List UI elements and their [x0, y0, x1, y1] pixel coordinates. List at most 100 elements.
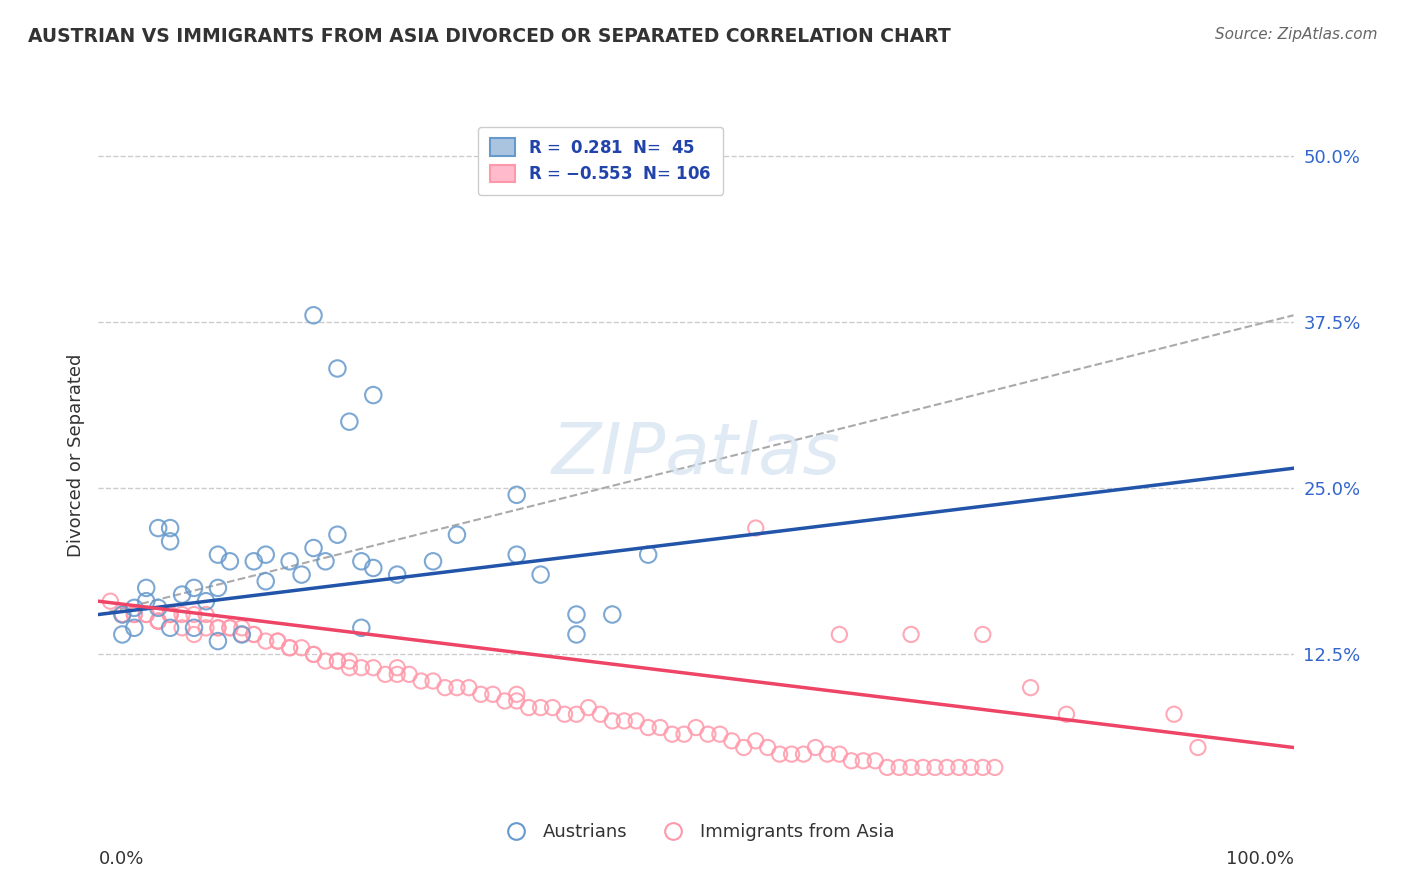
Point: [948, 760, 970, 774]
Point: [195, 594, 218, 608]
Point: [530, 700, 553, 714]
Point: [446, 527, 468, 541]
Point: [494, 694, 516, 708]
Point: [936, 760, 959, 774]
Point: [637, 548, 659, 562]
Point: [315, 654, 337, 668]
Point: [793, 747, 815, 761]
Point: [124, 607, 146, 622]
Point: [350, 621, 373, 635]
Point: [302, 648, 325, 662]
Point: [172, 621, 194, 635]
Point: [697, 727, 720, 741]
Point: [243, 627, 266, 641]
Point: [721, 734, 744, 748]
Point: [326, 527, 349, 541]
Text: Source: ZipAtlas.com: Source: ZipAtlas.com: [1215, 27, 1378, 42]
Point: [195, 621, 218, 635]
Point: [159, 621, 181, 635]
Point: [637, 721, 659, 735]
Point: [302, 541, 325, 555]
Point: [291, 640, 314, 655]
Point: [183, 627, 205, 641]
Point: [207, 621, 229, 635]
Point: [530, 567, 553, 582]
Point: [111, 607, 134, 622]
Point: [1163, 707, 1185, 722]
Point: [267, 634, 290, 648]
Point: [756, 740, 779, 755]
Point: [446, 681, 468, 695]
Point: [363, 561, 385, 575]
Point: [243, 627, 266, 641]
Point: [661, 727, 683, 741]
Point: [565, 707, 588, 722]
Point: [231, 627, 253, 641]
Point: [602, 607, 624, 622]
Point: [135, 607, 157, 622]
Point: [900, 760, 922, 774]
Point: [148, 614, 170, 628]
Point: [291, 567, 314, 582]
Point: [326, 361, 349, 376]
Point: [852, 754, 875, 768]
Point: [589, 707, 612, 722]
Point: [278, 640, 301, 655]
Point: [828, 627, 851, 641]
Point: [254, 548, 277, 562]
Point: [148, 614, 170, 628]
Point: [911, 760, 934, 774]
Point: [231, 627, 253, 641]
Point: [183, 621, 205, 635]
Point: [434, 681, 457, 695]
Point: [315, 554, 337, 568]
Point: [148, 614, 170, 628]
Point: [267, 634, 290, 648]
Point: [183, 581, 205, 595]
Point: [565, 607, 588, 622]
Point: [733, 740, 755, 755]
Point: [231, 621, 253, 635]
Point: [768, 747, 790, 761]
Point: [554, 707, 576, 722]
Y-axis label: Divorced or Separated: Divorced or Separated: [66, 353, 84, 557]
Point: [302, 648, 325, 662]
Point: [350, 661, 373, 675]
Point: [254, 634, 277, 648]
Point: [626, 714, 648, 728]
Point: [1056, 707, 1078, 722]
Point: [411, 673, 433, 688]
Point: [111, 607, 134, 622]
Point: [865, 754, 887, 768]
Point: [422, 673, 444, 688]
Text: 100.0%: 100.0%: [1226, 850, 1294, 868]
Point: [339, 654, 361, 668]
Point: [481, 687, 505, 701]
Point: [924, 760, 946, 774]
Point: [363, 661, 385, 675]
Point: [207, 634, 229, 648]
Point: [685, 721, 707, 735]
Text: AUSTRIAN VS IMMIGRANTS FROM ASIA DIVORCED OR SEPARATED CORRELATION CHART: AUSTRIAN VS IMMIGRANTS FROM ASIA DIVORCE…: [28, 27, 950, 45]
Point: [398, 667, 420, 681]
Point: [458, 681, 481, 695]
Point: [506, 488, 529, 502]
Point: [900, 627, 922, 641]
Point: [183, 607, 205, 622]
Point: [385, 661, 409, 675]
Point: [207, 581, 229, 595]
Point: [363, 388, 385, 402]
Point: [195, 607, 218, 622]
Point: [745, 521, 768, 535]
Point: [876, 760, 898, 774]
Point: [1019, 681, 1042, 695]
Point: [172, 588, 194, 602]
Point: [124, 600, 146, 615]
Point: [422, 554, 444, 568]
Point: [841, 754, 863, 768]
Point: [148, 600, 170, 615]
Point: [159, 607, 181, 622]
Point: [135, 607, 157, 622]
Point: [709, 727, 731, 741]
Point: [339, 415, 361, 429]
